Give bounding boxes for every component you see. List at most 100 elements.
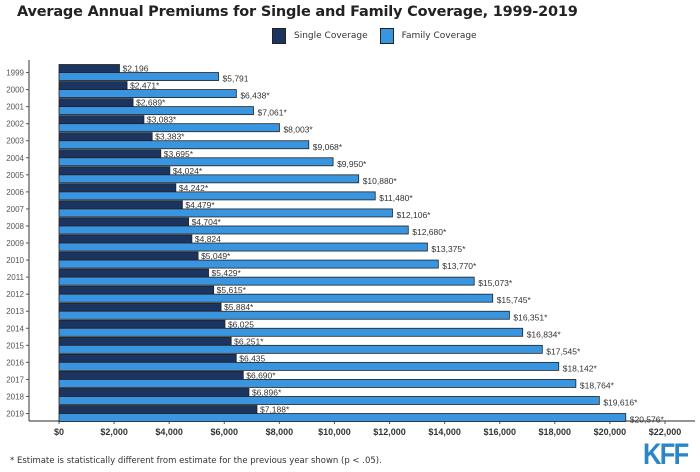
bar-single	[58, 64, 120, 73]
data-label-family: $18,142*	[563, 363, 598, 373]
legend-label-family: Family Coverage	[401, 31, 477, 41]
data-label-single: $7,188*	[260, 405, 290, 415]
bar-single	[58, 234, 193, 244]
bar-family	[58, 413, 627, 422]
legend-swatch-family	[379, 28, 394, 44]
data-label-single: $2,689*	[136, 98, 166, 108]
y-tick-label: 2017	[6, 375, 24, 384]
bar-single	[58, 388, 250, 397]
x-tick-label: $14,000	[428, 427, 461, 437]
y-tick-label: 2011	[7, 273, 25, 282]
bar-single	[58, 336, 232, 346]
data-label-family: $20,576*	[630, 415, 665, 425]
data-label-family: $19,616*	[603, 398, 638, 408]
bar-family	[58, 225, 409, 235]
bar-family	[58, 89, 237, 98]
data-label-family: $5,791	[223, 74, 249, 84]
y-tick-label: 2015	[6, 341, 24, 350]
bar-single	[58, 251, 199, 261]
bar-single	[58, 370, 244, 380]
data-label-single: $2,196	[122, 64, 148, 74]
data-label-single: $5,049*	[201, 251, 231, 261]
data-label-single: $5,429*	[212, 268, 242, 278]
bar-single	[58, 319, 226, 329]
data-label-family: $11,480*	[379, 193, 413, 203]
chart-title: Average Annual Premiums for Single and F…	[17, 4, 578, 20]
data-label-family: $6,438*	[240, 91, 270, 101]
data-label-family: $16,834*	[527, 329, 562, 339]
y-tick-label: 2006	[6, 188, 24, 197]
bar-family	[58, 379, 577, 388]
bar-single	[58, 166, 171, 176]
bar-family	[58, 174, 360, 184]
data-label-family: $12,680*	[412, 227, 447, 237]
x-tick-label: $10,000	[318, 427, 351, 437]
bar-single	[58, 268, 209, 278]
data-label-family: $13,375*	[431, 244, 466, 254]
y-tick-label: 2004	[6, 154, 24, 163]
x-tick-label: $20,000	[594, 427, 627, 437]
bar-single	[58, 217, 189, 227]
data-label-family: $7,061*	[257, 108, 287, 118]
x-tick-label: $6,000	[211, 427, 239, 437]
bar-family	[58, 361, 560, 371]
data-label-family: $16,351*	[513, 312, 548, 322]
bar-single	[58, 405, 258, 414]
y-tick-label: 1999	[6, 69, 24, 78]
data-label-family: $17,545*	[546, 346, 581, 356]
bar-single	[58, 98, 134, 108]
x-tick-label: $12,000	[373, 427, 406, 437]
bar-single	[58, 115, 145, 125]
legend-swatch-single	[272, 28, 286, 44]
y-tick-label: 2012	[6, 290, 24, 299]
y-tick-label: 2016	[6, 358, 24, 367]
data-label-family: $15,745*	[497, 295, 532, 305]
data-label-single: $3,383*	[155, 132, 185, 142]
data-label-single: $4,242*	[179, 183, 209, 193]
y-tick-label: 2014	[6, 324, 24, 333]
y-tick-label: 2018	[6, 392, 24, 401]
x-tick-label: $0	[54, 427, 64, 437]
data-label-family: $10,880*	[363, 176, 398, 186]
data-label-family: $9,068*	[313, 142, 343, 152]
data-label-single: $6,251*	[234, 336, 264, 346]
data-label-single: $2,471*	[130, 81, 160, 91]
data-label-single: $4,024*	[173, 166, 203, 176]
x-tick-label: $2,000	[100, 427, 128, 437]
data-label-family: $12,106*	[396, 210, 431, 220]
bar-family	[58, 293, 494, 303]
data-label-single: $6,896*	[252, 387, 282, 397]
bar-family	[58, 72, 219, 81]
y-tick-label: 2007	[6, 205, 24, 214]
y-tick-label: 2008	[6, 222, 24, 231]
bar-family	[58, 123, 280, 133]
x-tick-label: $16,000	[483, 427, 516, 437]
bar-family	[58, 310, 510, 320]
y-tick-label: 2005	[6, 171, 24, 180]
data-label-single: $4,704*	[192, 217, 222, 227]
data-label-family: $15,073*	[478, 278, 513, 288]
legend-item-single: Single Coverage	[272, 28, 368, 44]
x-tick-label: $18,000	[539, 427, 572, 437]
x-tick-label: $22,000	[649, 427, 682, 437]
bar-family	[58, 208, 393, 218]
y-tick-label: 2010	[6, 256, 24, 265]
bar-single	[58, 149, 162, 159]
footnote: * Estimate is statistically different fr…	[10, 456, 382, 466]
bar-family	[58, 157, 334, 167]
bar-family	[58, 327, 524, 337]
bar-single	[58, 353, 237, 363]
legend-item-family: Family Coverage	[379, 28, 477, 44]
data-label-single: $6,435	[239, 353, 265, 363]
bar-family	[58, 259, 439, 269]
x-tick-label: $8,000	[266, 427, 294, 437]
y-tick-label: 2013	[6, 307, 24, 316]
y-tick-label: 2000	[6, 86, 24, 95]
bar-family	[58, 140, 310, 150]
data-label-family: $13,770*	[442, 261, 477, 271]
bar-single	[58, 200, 183, 210]
data-label-single: $4,479*	[185, 200, 215, 210]
bar-family	[58, 191, 376, 201]
chart-legend: Single Coverage Family Coverage	[272, 28, 489, 44]
